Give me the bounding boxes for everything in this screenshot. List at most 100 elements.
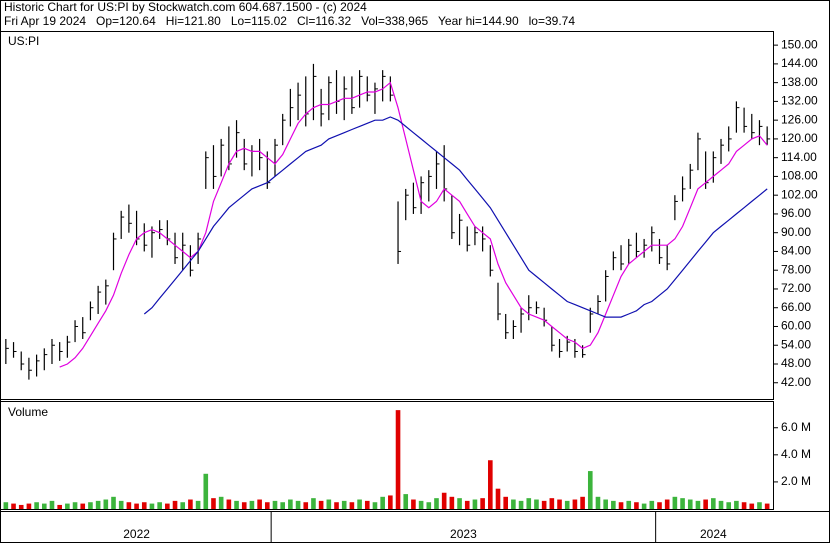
volume-bar bbox=[749, 503, 755, 509]
volume-bar bbox=[557, 499, 562, 509]
volume-bar bbox=[518, 500, 524, 509]
volume-bar bbox=[611, 500, 616, 509]
header-line: Historic Chart for US:PI by Stockwatch.c… bbox=[4, 0, 367, 14]
volume-bar bbox=[603, 499, 608, 509]
volume-bar bbox=[718, 500, 724, 509]
y-tick-label: 60.00 bbox=[781, 319, 811, 333]
moving-average bbox=[59, 81, 768, 368]
y-tick-label: 66.00 bbox=[781, 300, 811, 314]
volume-bar bbox=[157, 502, 162, 509]
volume-bar bbox=[303, 502, 309, 509]
volume-bar bbox=[703, 499, 708, 509]
volume-bar bbox=[141, 502, 147, 509]
volume-bar bbox=[188, 499, 193, 509]
volume-bar bbox=[764, 503, 770, 509]
volume-bar bbox=[687, 499, 693, 509]
volume-bar bbox=[18, 504, 24, 509]
y-tick-label: 48.00 bbox=[781, 356, 811, 370]
volume-bar bbox=[65, 503, 70, 509]
volume-bar bbox=[634, 502, 639, 509]
volume-bar bbox=[172, 500, 178, 509]
volume-bar bbox=[695, 500, 701, 509]
volume-bar bbox=[464, 500, 470, 509]
volume-bar bbox=[411, 499, 416, 509]
volume-bar bbox=[41, 503, 47, 509]
volume-bar bbox=[341, 500, 347, 509]
volume-bar bbox=[618, 502, 624, 509]
volume-bar bbox=[649, 500, 655, 509]
moving-average bbox=[143, 116, 768, 318]
volume-bar bbox=[218, 496, 224, 509]
volume-bar bbox=[264, 502, 270, 509]
y-tick-label: 126.00 bbox=[781, 112, 818, 126]
volume-bar bbox=[488, 460, 493, 509]
volume-bar bbox=[680, 498, 685, 509]
volume-bar bbox=[195, 500, 201, 509]
volume-bar bbox=[595, 496, 601, 509]
volume-bar bbox=[480, 498, 485, 509]
volume-bar bbox=[549, 498, 555, 509]
volume-bar bbox=[372, 502, 378, 509]
x-tick-label: 2023 bbox=[450, 527, 477, 541]
volume-bar bbox=[11, 503, 16, 509]
y-tick-label: 138.00 bbox=[781, 75, 818, 89]
volume-bar bbox=[426, 502, 432, 509]
volume-bar bbox=[226, 499, 232, 509]
y-tick-label: 78.00 bbox=[781, 262, 811, 276]
volume-bar bbox=[111, 496, 116, 509]
volume-bar bbox=[72, 502, 78, 509]
volume-bar bbox=[272, 500, 278, 509]
volume-bar bbox=[418, 500, 424, 509]
y-tick-label: 108.00 bbox=[781, 169, 818, 183]
volume-bar bbox=[257, 499, 262, 509]
volume-bar bbox=[334, 502, 339, 509]
y-tick-label: 114.00 bbox=[781, 150, 817, 164]
volume-bar bbox=[26, 503, 32, 509]
y-tick-label: 102.00 bbox=[781, 187, 818, 201]
volume-bar bbox=[626, 500, 632, 509]
volume-bar bbox=[311, 498, 316, 509]
volume-bar bbox=[388, 495, 393, 509]
volume-bar bbox=[211, 498, 216, 509]
y-tick-label: 90.00 bbox=[781, 225, 811, 239]
volume-bar bbox=[564, 500, 570, 509]
volume-bar bbox=[511, 499, 516, 509]
volume-bar bbox=[234, 500, 239, 509]
volume-bar bbox=[103, 499, 109, 509]
volume-bar bbox=[580, 496, 585, 509]
volume-bar bbox=[57, 504, 62, 509]
price-panel bbox=[0, 31, 774, 400]
volume-bar bbox=[326, 499, 332, 509]
y-tick-label: 2.0 M bbox=[781, 474, 811, 488]
volume-bar bbox=[180, 502, 186, 509]
volume-bar bbox=[318, 500, 324, 509]
volume-bar bbox=[357, 499, 362, 509]
y-tick-label: 96.00 bbox=[781, 206, 811, 220]
header-line: Fri Apr 19 2024 Op=120.64 Hi=121.80 Lo=1… bbox=[4, 14, 575, 28]
volume-bar bbox=[534, 499, 539, 509]
y-tick-label: 84.00 bbox=[781, 244, 811, 258]
volume-bar bbox=[364, 500, 370, 509]
volume-bar bbox=[734, 500, 739, 509]
volume-bar bbox=[403, 494, 409, 509]
volume-bar bbox=[434, 498, 439, 509]
volume-bar bbox=[288, 499, 293, 509]
volume-bar bbox=[3, 502, 9, 509]
volume-bar bbox=[572, 499, 578, 509]
volume-bar bbox=[457, 498, 462, 509]
volume-bar bbox=[165, 503, 170, 509]
volume-bar bbox=[95, 500, 101, 509]
volume-bar bbox=[495, 488, 501, 509]
volume-bar bbox=[203, 473, 209, 509]
volume-bar bbox=[472, 499, 478, 509]
y-tick-label: 150.00 bbox=[781, 37, 818, 51]
volume-bar bbox=[280, 502, 285, 509]
y-tick-label: 42.00 bbox=[781, 375, 811, 389]
volume-bar bbox=[34, 502, 39, 509]
volume-bar bbox=[349, 502, 355, 509]
x-tick-label: 2022 bbox=[123, 527, 150, 541]
volume-bar bbox=[757, 502, 762, 509]
volume-bar bbox=[49, 500, 55, 509]
volume-bar bbox=[657, 502, 662, 509]
